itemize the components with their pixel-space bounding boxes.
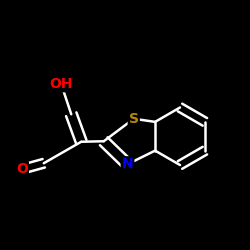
Text: N: N bbox=[122, 157, 133, 171]
Text: OH: OH bbox=[50, 77, 73, 91]
Text: O: O bbox=[16, 162, 28, 176]
Text: S: S bbox=[129, 112, 139, 126]
